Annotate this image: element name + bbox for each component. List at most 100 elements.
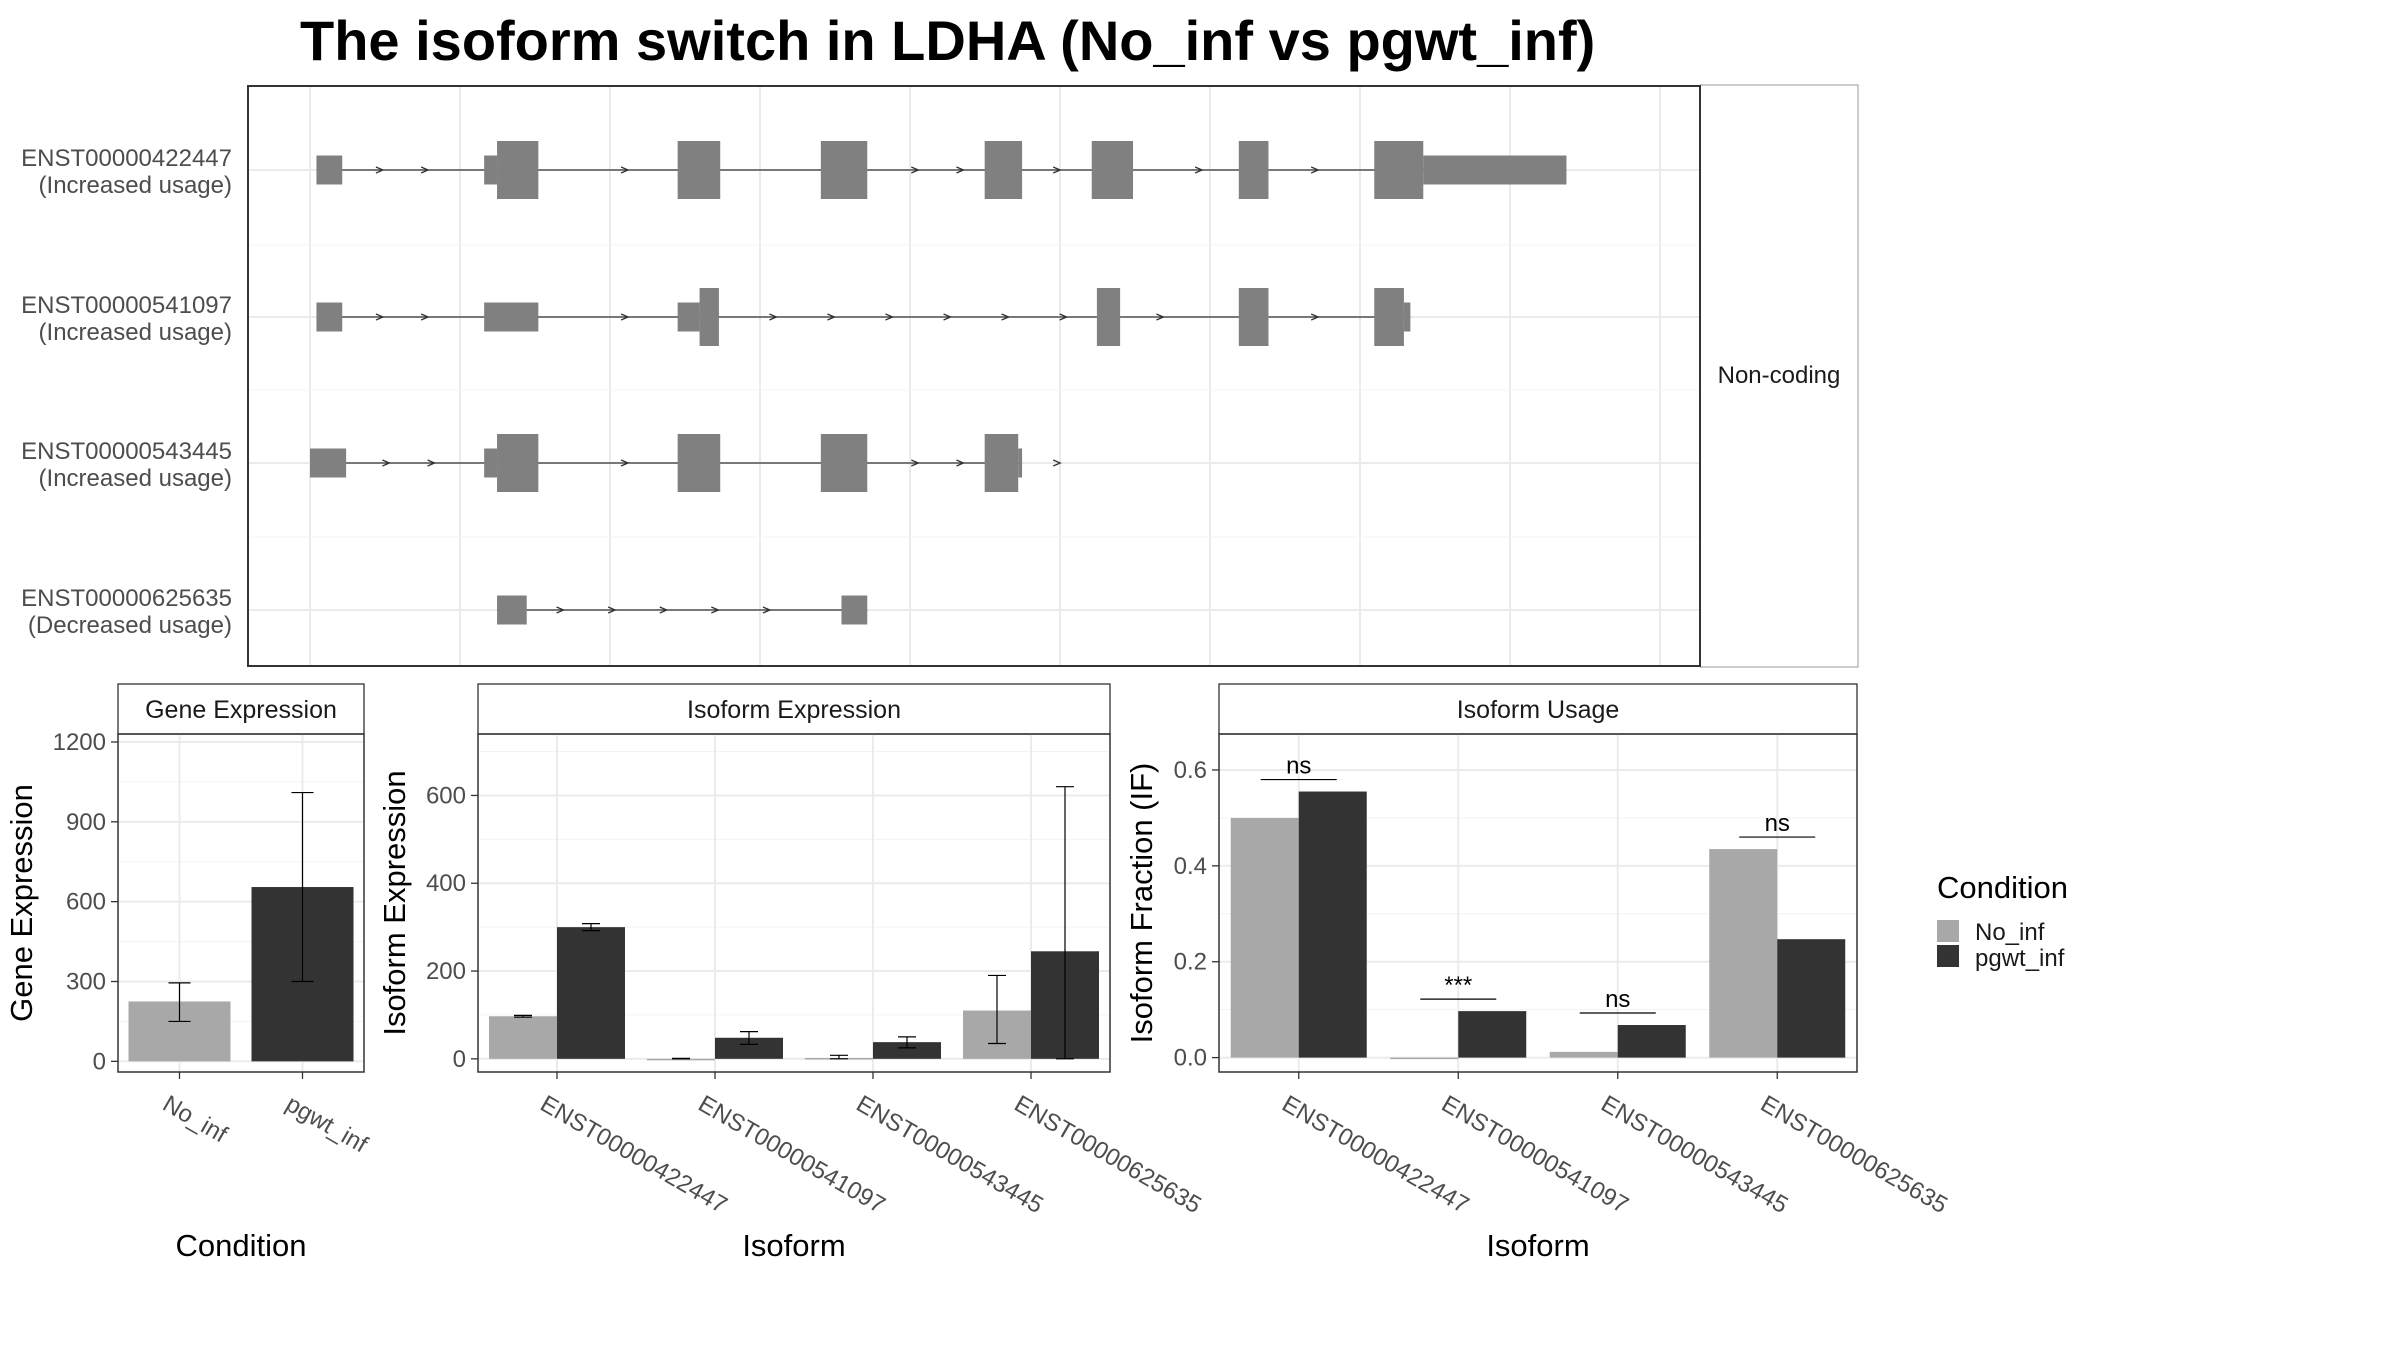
strand-arrow xyxy=(1310,313,1320,321)
y-axis-title: Isoform Expression xyxy=(377,770,412,1035)
y-tick-label: 0 xyxy=(93,1048,106,1075)
exon-block xyxy=(699,288,719,346)
panel-strip-title: Isoform Usage xyxy=(1457,696,1620,724)
strand-arrow xyxy=(1001,313,1011,321)
strand-arrow xyxy=(620,459,630,467)
exon-block xyxy=(1096,288,1121,346)
exon-block xyxy=(1423,155,1567,185)
strand-arrow xyxy=(620,166,630,174)
x-axis-title: Isoform xyxy=(1486,1228,1589,1263)
transcript-track xyxy=(497,595,868,625)
y-tick-label: 300 xyxy=(66,969,106,996)
transcript-id-label: ENST00000422447 xyxy=(21,145,232,172)
transcript-status-label: (Increased usage) xyxy=(39,319,232,346)
gene-expression-panel: Gene Expression 0 300 600 900 1200 No_inf pgwt_… xyxy=(4,683,372,1263)
exon-block xyxy=(820,434,868,492)
exon-block xyxy=(310,448,347,478)
y-tick-label: 0.0 xyxy=(1174,1045,1207,1072)
strand-arrow xyxy=(420,313,430,321)
y-tick-label: 0 xyxy=(453,1046,466,1073)
exon-block xyxy=(484,155,498,185)
transcript-id-label: ENST00000625635 xyxy=(21,585,232,612)
exon-block xyxy=(841,595,868,625)
strand-arrow xyxy=(1310,166,1320,174)
exon-block xyxy=(497,141,539,199)
bar xyxy=(647,1058,715,1061)
x-tick-label: pgwt_inf xyxy=(281,1090,372,1158)
strand-arrow xyxy=(607,606,617,614)
exon-block xyxy=(984,141,1023,199)
bar xyxy=(1709,849,1778,1058)
y-tick-label: 0.4 xyxy=(1174,853,1207,880)
exon-block xyxy=(984,434,1019,492)
legend-title: Condition xyxy=(1937,870,2068,905)
strand-arrow xyxy=(420,166,430,174)
exon-block xyxy=(497,434,539,492)
y-axis-title: Isoform Fraction (IF) xyxy=(1124,763,1159,1044)
strand-arrow xyxy=(1156,313,1166,321)
exon-block xyxy=(1238,141,1269,199)
strand-arrow xyxy=(911,166,920,174)
y-tick-label: 600 xyxy=(66,889,106,916)
panel-frame xyxy=(477,733,1111,1073)
exon-block xyxy=(484,448,498,478)
bar xyxy=(489,1016,557,1059)
y-tick-label: 1200 xyxy=(53,729,106,756)
x-axis-title: Condition xyxy=(176,1228,307,1263)
exon-block xyxy=(316,302,343,332)
exon-block xyxy=(1403,302,1411,332)
non-coding-label: Non-coding xyxy=(1718,362,1841,389)
significance-label: *** xyxy=(1444,972,1472,999)
strand-arrow xyxy=(827,313,837,321)
significance-label: ns xyxy=(1765,810,1790,837)
exon-block xyxy=(1238,288,1269,346)
significance-label: ns xyxy=(1605,986,1630,1013)
transcript-labels: ENST00000422447(Increased usage)ENST0000… xyxy=(21,145,232,639)
exon-block xyxy=(1091,141,1134,199)
panel-frame xyxy=(117,733,365,1073)
exon-block xyxy=(1018,448,1023,478)
strand-arrow xyxy=(885,313,895,321)
bar xyxy=(1230,817,1299,1058)
strand-arrow xyxy=(382,459,392,467)
strand-arrow xyxy=(956,166,966,174)
strand-arrow xyxy=(769,313,779,321)
exon-block xyxy=(1374,141,1424,199)
exon-block xyxy=(677,302,700,332)
strand-arrow xyxy=(911,459,920,467)
strand-arrow xyxy=(1052,459,1062,467)
bar xyxy=(1549,1051,1618,1058)
panel-strip-title: Isoform Expression xyxy=(687,696,901,724)
bar xyxy=(1458,1011,1527,1058)
strand-arrow xyxy=(375,166,385,174)
strand-arrow xyxy=(762,606,772,614)
strand-arrow xyxy=(943,313,953,321)
strand-arrow xyxy=(956,459,966,467)
bar xyxy=(715,1037,783,1059)
transcript-track xyxy=(316,288,1411,346)
strand-arrow xyxy=(427,459,437,467)
exon-block xyxy=(677,141,721,199)
panel-strip xyxy=(477,683,1111,735)
y-axis-title: Gene Expression xyxy=(4,784,39,1022)
y-tick-label: 400 xyxy=(426,870,466,897)
exon-block xyxy=(484,302,539,332)
transcript-status-label: (Increased usage) xyxy=(39,172,232,199)
exon-block xyxy=(497,595,527,625)
bar xyxy=(1777,939,1846,1058)
exon-block xyxy=(316,155,343,185)
gene-structure-panel: Non-coding ENST00000422447(Increased usa… xyxy=(21,84,1859,668)
strand-arrow xyxy=(1059,313,1069,321)
bar xyxy=(873,1042,941,1059)
panel-strip-title: Gene Expression xyxy=(145,696,337,724)
transcript-track xyxy=(310,434,1062,492)
gene-structure-frame xyxy=(247,85,1701,667)
y-tick-label: 900 xyxy=(66,809,106,836)
y-tick-label: 0.6 xyxy=(1174,757,1207,784)
significance-label: ns xyxy=(1286,753,1311,780)
strand-arrow xyxy=(620,313,630,321)
x-tick-label: No_inf xyxy=(158,1090,232,1148)
transcript-id-label: ENST00000543445 xyxy=(21,438,232,465)
exon-block xyxy=(1374,288,1404,346)
